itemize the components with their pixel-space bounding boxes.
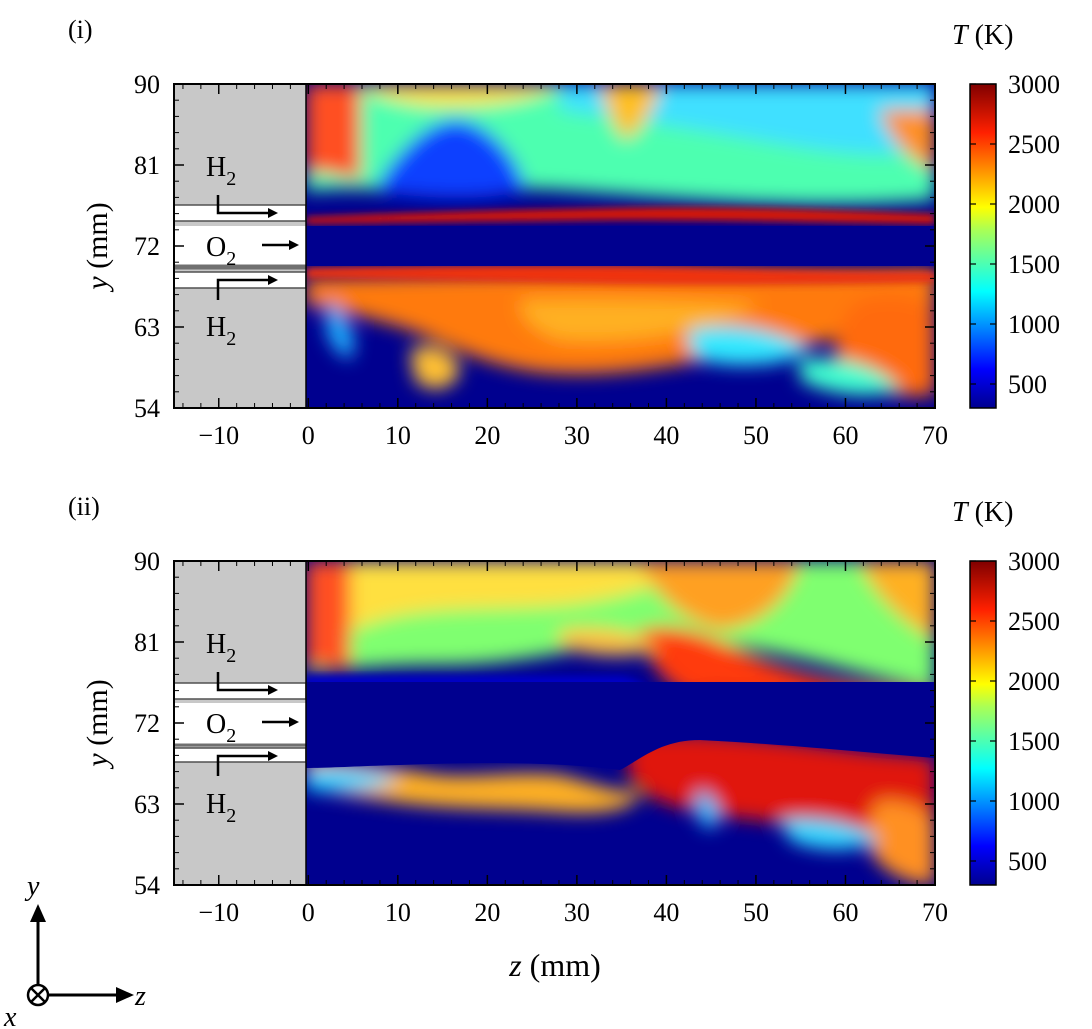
x-tick-label: 50 bbox=[743, 421, 769, 450]
y-axis-label: y (mm) bbox=[81, 202, 114, 292]
colorbar: 500 1000 1500 2000 2500 3000 T (K) bbox=[952, 20, 1060, 409]
arrow-h2-upper bbox=[216, 672, 268, 692]
x-tick-label: −10 bbox=[198, 898, 239, 927]
arrow-h2-lower bbox=[216, 754, 268, 776]
colorbar-tick-label: 2000 bbox=[1008, 667, 1060, 696]
y-tick-label: 54 bbox=[134, 394, 160, 423]
temperature-field bbox=[306, 561, 935, 885]
colorbar: 500 1000 1500 2000 2500 3000 T (K) bbox=[952, 497, 1060, 886]
y-tick-label: 90 bbox=[134, 70, 160, 99]
y-ticks: 54 63 72 81 90 bbox=[134, 547, 935, 900]
injector: H2 O2 H2 bbox=[173, 84, 307, 408]
colorbar-tick-label: 1000 bbox=[1008, 310, 1060, 339]
x-tick-label: 70 bbox=[922, 898, 948, 927]
x-tick-label: 50 bbox=[743, 898, 769, 927]
o2-label: O2 bbox=[206, 232, 236, 270]
h2-upper-label: H2 bbox=[206, 629, 236, 667]
x-ticks: −10 0 10 20 30 40 50 60 70 bbox=[182, 561, 948, 927]
colorbar-tick-label: 2500 bbox=[1008, 607, 1060, 636]
y-tick-label: 72 bbox=[134, 709, 160, 738]
colorbar-tick-label: 500 bbox=[1008, 847, 1047, 876]
colorbar-tick-label: 1500 bbox=[1008, 250, 1060, 279]
y-ticks: 54 63 72 81 90 bbox=[134, 70, 935, 423]
h2-lower-label: H2 bbox=[206, 312, 236, 350]
triad-z-label: z bbox=[134, 981, 146, 1012]
y-tick-label: 54 bbox=[134, 871, 160, 900]
o2-label: O2 bbox=[206, 709, 236, 747]
x-tick-label: 60 bbox=[832, 421, 858, 450]
x-tick-label: 30 bbox=[564, 421, 590, 450]
y-tick-label: 81 bbox=[134, 151, 160, 180]
axes-triad: y z x bbox=[3, 871, 146, 1029]
arrow-h2-upper bbox=[216, 195, 268, 215]
x-ticks: −10 0 10 20 30 40 50 60 70 bbox=[182, 84, 948, 450]
y-tick-label: 72 bbox=[134, 232, 160, 261]
y-tick-label: 90 bbox=[134, 547, 160, 576]
x-tick-label: 20 bbox=[474, 421, 500, 450]
x-tick-label: 0 bbox=[302, 898, 315, 927]
injector: H2 O2 H2 bbox=[173, 561, 307, 885]
colorbar-tick-label: 2500 bbox=[1008, 130, 1060, 159]
x-tick-label: 60 bbox=[832, 898, 858, 927]
x-tick-label: 20 bbox=[474, 898, 500, 927]
x-tick-label: 0 bbox=[302, 421, 315, 450]
panel-label: (ii) bbox=[68, 492, 100, 521]
x-tick-label: 40 bbox=[653, 898, 679, 927]
temperature-field bbox=[306, 84, 935, 408]
panel-i: (i) bbox=[68, 15, 1060, 450]
colorbar-tick-label: 1500 bbox=[1008, 727, 1060, 756]
colorbar-tick-label: 1000 bbox=[1008, 787, 1060, 816]
colorbar-tick-label: 500 bbox=[1008, 370, 1047, 399]
x-tick-label: 10 bbox=[385, 421, 411, 450]
colorbar-tick-label: 3000 bbox=[1008, 547, 1060, 576]
colorbar-title: T (K) bbox=[952, 20, 1013, 51]
panel-ii: (ii) bbox=[68, 492, 1060, 983]
x-axis-label: z (mm) bbox=[508, 947, 601, 983]
panel-label: (i) bbox=[68, 15, 93, 44]
y-tick-label: 63 bbox=[134, 790, 160, 819]
x-tick-label: 40 bbox=[653, 421, 679, 450]
x-tick-label: 70 bbox=[922, 421, 948, 450]
colorbar-title: T (K) bbox=[952, 497, 1013, 528]
x-tick-label: 10 bbox=[385, 898, 411, 927]
x-tick-label: −10 bbox=[198, 421, 239, 450]
y-tick-label: 63 bbox=[134, 313, 160, 342]
colorbar-gradient bbox=[969, 560, 997, 886]
y-tick-label: 81 bbox=[134, 628, 160, 657]
o2-channel bbox=[174, 226, 306, 267]
y-axis-label: y (mm) bbox=[81, 679, 114, 769]
h2-upper-label: H2 bbox=[206, 152, 236, 190]
colorbar-tick-label: 3000 bbox=[1008, 70, 1060, 99]
triad-y-label: y bbox=[24, 871, 40, 902]
triad-x-label: x bbox=[3, 1002, 17, 1029]
arrow-h2-lower bbox=[216, 278, 268, 300]
colorbar-tick-label: 2000 bbox=[1008, 190, 1060, 219]
colorbar-gradient bbox=[969, 83, 997, 409]
x-tick-label: 30 bbox=[564, 898, 590, 927]
h2-lower-label: H2 bbox=[206, 789, 236, 827]
o2-channel bbox=[174, 703, 306, 744]
